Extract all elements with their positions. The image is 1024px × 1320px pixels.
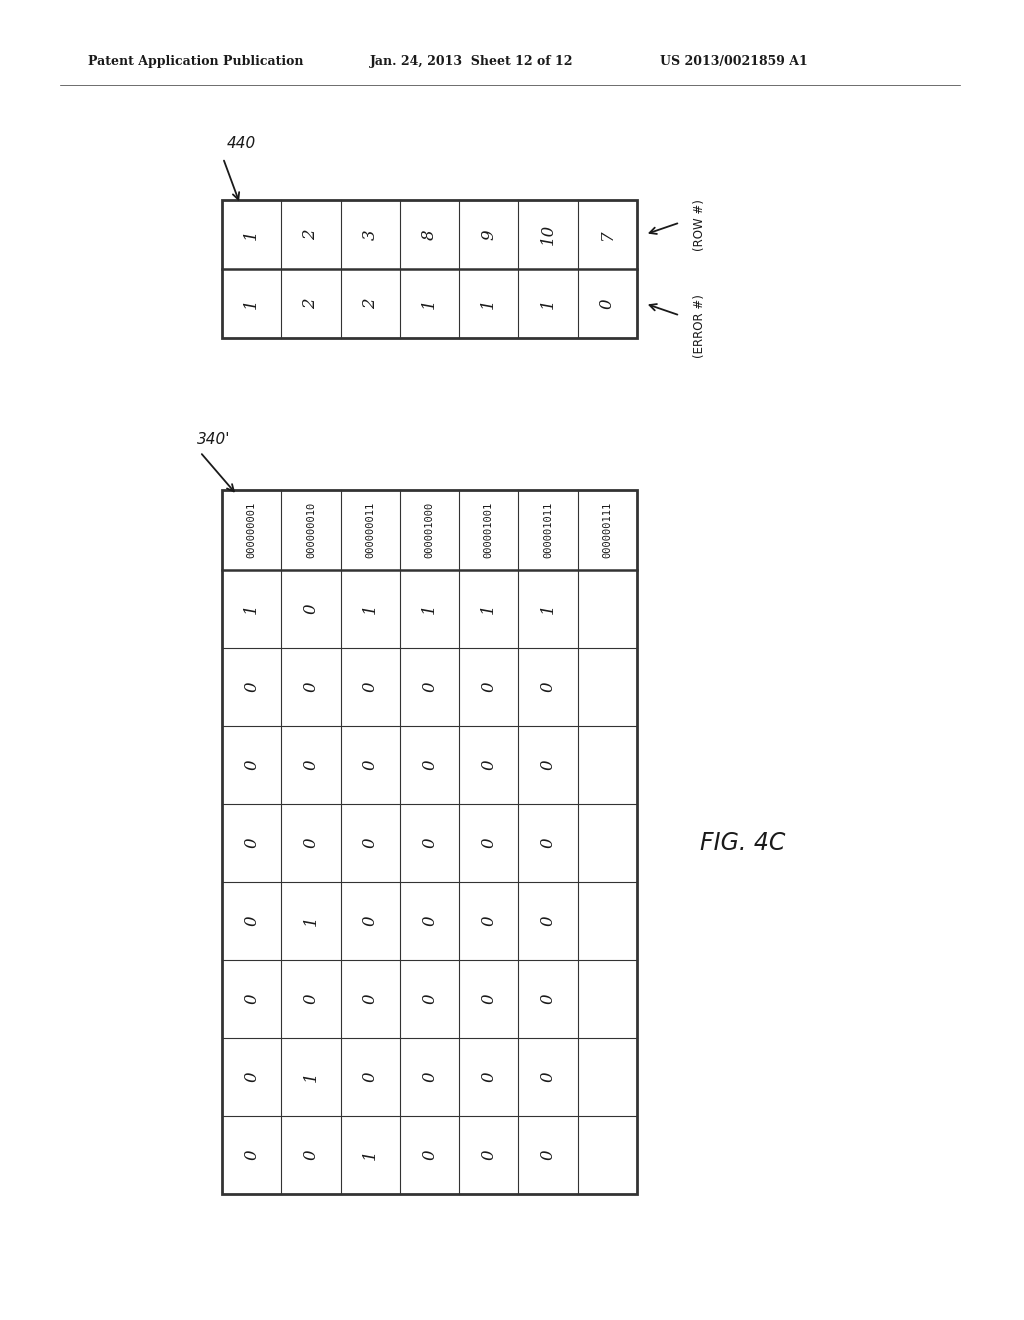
Text: 0: 0: [480, 994, 498, 1005]
Text: 1: 1: [243, 298, 260, 309]
Bar: [222, 201, 637, 338]
Text: 0: 0: [243, 1150, 260, 1160]
Text: 0: 0: [302, 994, 319, 1005]
Text: 000000011: 000000011: [366, 502, 375, 558]
Text: 0: 0: [540, 916, 557, 927]
Text: 0: 0: [540, 681, 557, 692]
Text: 0: 0: [361, 760, 379, 771]
Text: 0: 0: [421, 838, 438, 849]
Text: 0: 0: [480, 1072, 498, 1082]
Text: 0: 0: [243, 994, 260, 1005]
Text: 0: 0: [421, 994, 438, 1005]
Text: 0: 0: [480, 916, 498, 927]
Text: 000000111: 000000111: [602, 502, 612, 558]
Text: US 2013/0021859 A1: US 2013/0021859 A1: [660, 55, 808, 69]
Text: 000001001: 000001001: [483, 502, 494, 558]
Text: 0: 0: [243, 838, 260, 849]
Text: 1: 1: [421, 298, 438, 309]
Text: FIG. 4C: FIG. 4C: [700, 832, 785, 855]
Text: 1: 1: [361, 603, 379, 614]
Text: 0: 0: [243, 760, 260, 771]
Text: 1: 1: [540, 603, 557, 614]
Text: 0: 0: [540, 760, 557, 771]
Text: 0: 0: [540, 994, 557, 1005]
Text: 0: 0: [361, 916, 379, 927]
Text: 0: 0: [540, 1150, 557, 1160]
Text: 0: 0: [302, 681, 319, 692]
Text: 0: 0: [540, 838, 557, 849]
Text: 0: 0: [361, 994, 379, 1005]
Text: 0: 0: [540, 1072, 557, 1082]
Text: 0: 0: [421, 916, 438, 927]
Text: (ERROR #): (ERROR #): [693, 294, 707, 359]
Text: 2: 2: [302, 230, 319, 240]
Text: Jan. 24, 2013  Sheet 12 of 12: Jan. 24, 2013 Sheet 12 of 12: [370, 55, 573, 69]
Text: 0: 0: [480, 1150, 498, 1160]
Text: 1: 1: [361, 1150, 379, 1160]
Text: 0: 0: [361, 681, 379, 692]
Text: 1: 1: [480, 298, 498, 309]
Text: 000001011: 000001011: [543, 502, 553, 558]
Text: 000001000: 000001000: [425, 502, 434, 558]
Text: 1: 1: [421, 603, 438, 614]
Text: 1: 1: [540, 298, 557, 309]
Text: 0: 0: [243, 1072, 260, 1082]
Text: 0: 0: [480, 760, 498, 771]
Text: 0: 0: [361, 838, 379, 849]
Text: 8: 8: [421, 230, 438, 240]
Text: 1: 1: [302, 916, 319, 927]
Text: 2: 2: [302, 298, 319, 309]
Text: 0: 0: [421, 1072, 438, 1082]
Text: 1: 1: [243, 230, 260, 240]
Text: 0: 0: [302, 760, 319, 771]
Text: 0: 0: [302, 1150, 319, 1160]
Text: 0: 0: [480, 838, 498, 849]
Text: 0: 0: [421, 681, 438, 692]
Text: Patent Application Publication: Patent Application Publication: [88, 55, 303, 69]
Text: 0: 0: [302, 838, 319, 849]
Text: 7: 7: [599, 230, 615, 240]
Text: 440: 440: [227, 136, 256, 150]
Text: 000000001: 000000001: [247, 502, 257, 558]
Text: 0: 0: [599, 298, 615, 309]
Text: 2: 2: [361, 298, 379, 309]
Text: (ROW #): (ROW #): [693, 199, 707, 251]
Text: 000000010: 000000010: [306, 502, 316, 558]
Text: 0: 0: [361, 1072, 379, 1082]
Text: 0: 0: [243, 681, 260, 692]
Text: 1: 1: [302, 1072, 319, 1082]
Text: 0: 0: [243, 916, 260, 927]
Text: 0: 0: [302, 603, 319, 614]
Text: 0: 0: [421, 760, 438, 771]
Text: 9: 9: [480, 230, 498, 240]
Text: 0: 0: [480, 681, 498, 692]
Text: 1: 1: [243, 603, 260, 614]
Bar: [222, 490, 637, 1195]
Text: 10: 10: [540, 224, 557, 246]
Text: 0: 0: [421, 1150, 438, 1160]
Text: 340': 340': [197, 432, 230, 446]
Text: 1: 1: [480, 603, 498, 614]
Text: 3: 3: [361, 230, 379, 240]
